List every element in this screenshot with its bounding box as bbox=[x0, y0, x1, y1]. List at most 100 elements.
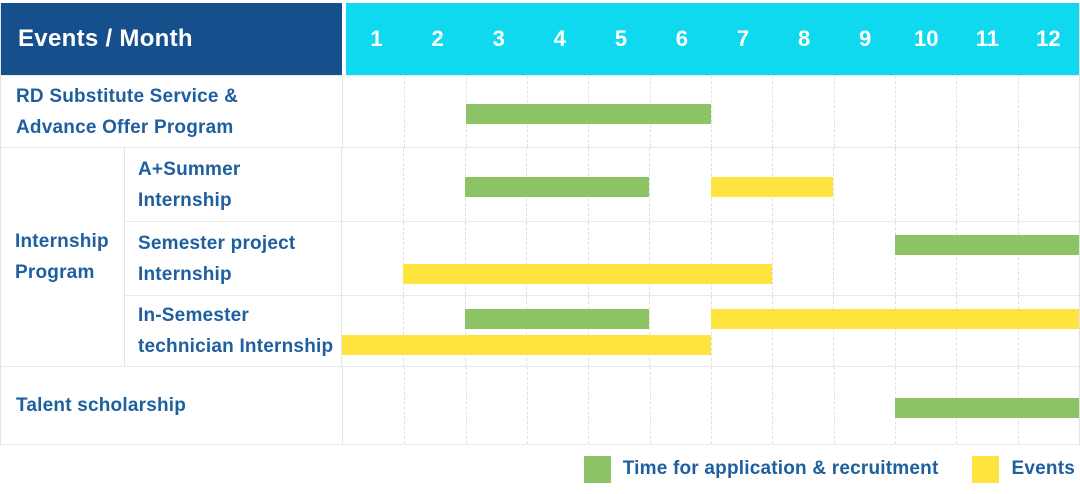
month-gridline bbox=[894, 222, 896, 295]
month-header-row: 1 2 3 4 5 6 7 8 9 10 11 12 bbox=[346, 3, 1079, 75]
month-gridline bbox=[464, 222, 466, 295]
table-row: A+Summer Internship bbox=[125, 148, 1079, 221]
month-gridline bbox=[833, 76, 835, 147]
month-gridline bbox=[1017, 296, 1019, 366]
internship-program-subrows: A+Summer Internship Semester project Int… bbox=[125, 148, 1079, 366]
gantt-bar-application bbox=[464, 309, 650, 329]
gantt-track-rd-substitute bbox=[342, 76, 1079, 147]
month-gridline bbox=[833, 148, 835, 221]
gantt-bar-application bbox=[895, 397, 1079, 418]
gantt-bar-events bbox=[710, 309, 1079, 329]
month-header-cell: 3 bbox=[492, 26, 505, 51]
month-gridline bbox=[526, 296, 528, 366]
month-header-cell: 7 bbox=[736, 26, 750, 51]
month-gridline bbox=[587, 296, 589, 366]
gantt-bar-application bbox=[464, 176, 650, 197]
month-gridline bbox=[710, 296, 712, 366]
month-gridline bbox=[404, 367, 406, 444]
month-gridline bbox=[464, 296, 466, 366]
month-gridline bbox=[1017, 76, 1019, 147]
month-header-cell: 8 bbox=[797, 26, 811, 51]
month-gridline bbox=[526, 222, 528, 295]
month-gridline bbox=[956, 222, 958, 295]
month-header-cell: 5 bbox=[614, 26, 627, 51]
month-gridline bbox=[895, 76, 896, 147]
month-gridline bbox=[894, 148, 896, 221]
row-label-talent-scholarship: Talent scholarship bbox=[1, 367, 342, 444]
row-label-a-plus-summer: A+Summer Internship bbox=[125, 148, 341, 221]
month-header-cell: 4 bbox=[553, 26, 566, 51]
month-gridline bbox=[649, 367, 651, 444]
gantt-track-in-semester-technician bbox=[341, 296, 1079, 366]
month-gridline bbox=[956, 148, 958, 221]
month-gridline bbox=[588, 367, 590, 444]
gantt-track-semester-project bbox=[341, 222, 1079, 295]
month-gridline bbox=[833, 367, 835, 444]
row-label-line: technician Internship bbox=[138, 336, 334, 357]
gantt-track-talent-scholarship bbox=[342, 367, 1079, 444]
internship-program-group: Internship Program A+Summer Internship S… bbox=[1, 147, 1079, 366]
legend-item-events: Events bbox=[972, 455, 1075, 483]
table-row: In-Semester technician Internship bbox=[125, 295, 1079, 366]
row-label-line: Internship bbox=[138, 263, 232, 285]
gantt-bar-events bbox=[342, 335, 711, 355]
row-label-line: Internship bbox=[138, 189, 232, 211]
month-gridline bbox=[771, 222, 773, 295]
chart-legend: Time for application & recruitment Event… bbox=[0, 445, 1080, 493]
month-gridline bbox=[649, 222, 651, 295]
yellow-swatch-icon bbox=[972, 455, 1000, 483]
legend-label-application: Time for application & recruitment bbox=[622, 458, 939, 479]
month-gridline bbox=[465, 367, 467, 444]
month-gridline bbox=[649, 296, 651, 366]
month-gridline bbox=[649, 148, 651, 221]
group-label-internship-program: Internship Program bbox=[1, 148, 125, 366]
row-label-rd-substitute: RD Substitute Service & Advance Offer Pr… bbox=[1, 76, 342, 147]
row-label-line: RD Substitute Service & bbox=[16, 85, 239, 107]
month-gridline bbox=[771, 296, 773, 366]
row-label-line: A+Summer bbox=[138, 158, 241, 180]
row-label-line: Advance Offer Program bbox=[16, 116, 234, 138]
month-header-cell: 6 bbox=[675, 26, 689, 51]
month-gridline bbox=[833, 296, 835, 366]
month-header-cell: 10 bbox=[914, 26, 939, 51]
events-month-table: Events / Month 1 2 3 4 5 6 7 8 9 10 11 12 RD Substi… bbox=[0, 3, 1080, 445]
row-label-line: In-Semester bbox=[138, 305, 249, 326]
group-label-line: Internship bbox=[15, 231, 109, 252]
month-gridline bbox=[711, 76, 712, 147]
gantt-bar-events bbox=[710, 176, 834, 197]
group-label-line: Program bbox=[15, 262, 95, 283]
gantt-bar-application bbox=[465, 103, 711, 124]
row-label-in-semester-technician: In-Semester technician Internship bbox=[125, 296, 341, 366]
month-gridline bbox=[404, 76, 406, 147]
month-gridline bbox=[403, 296, 405, 366]
green-swatch-icon bbox=[583, 455, 611, 483]
month-gridline bbox=[956, 296, 958, 366]
gantt-bar-events bbox=[403, 264, 772, 284]
events-month-header-cell: Events / Month bbox=[1, 3, 342, 75]
row-label-semester-project: Semester project Internship bbox=[125, 222, 341, 295]
table-row: Talent scholarship bbox=[1, 366, 1079, 444]
legend-item-application: Time for application & recruitment bbox=[583, 455, 939, 483]
gantt-track-a-plus-summer bbox=[341, 148, 1079, 221]
legend-label-events: Events bbox=[1011, 458, 1075, 479]
month-header-cell: 9 bbox=[859, 26, 872, 51]
table-row: Semester project Internship bbox=[125, 221, 1079, 295]
table-title: Events / Month bbox=[18, 25, 193, 52]
header-divider bbox=[342, 3, 346, 75]
month-gridline bbox=[527, 367, 528, 444]
month-header-cell: 11 bbox=[975, 26, 999, 51]
month-header-cell: 1 bbox=[370, 26, 383, 51]
month-gridline bbox=[772, 367, 774, 444]
month-gridline bbox=[403, 222, 405, 295]
month-gridline bbox=[711, 367, 712, 444]
month-gridline bbox=[587, 222, 589, 295]
month-gridline bbox=[1017, 148, 1019, 221]
table-header-row: Events / Month 1 2 3 4 5 6 7 8 9 10 11 12 bbox=[1, 3, 1079, 75]
month-gridline bbox=[833, 222, 835, 295]
month-gridline bbox=[403, 148, 405, 221]
month-gridline bbox=[956, 76, 958, 147]
month-gridline bbox=[772, 76, 774, 147]
table-row: RD Substitute Service & Advance Offer Pr… bbox=[1, 75, 1079, 147]
month-gridline bbox=[1017, 222, 1019, 295]
